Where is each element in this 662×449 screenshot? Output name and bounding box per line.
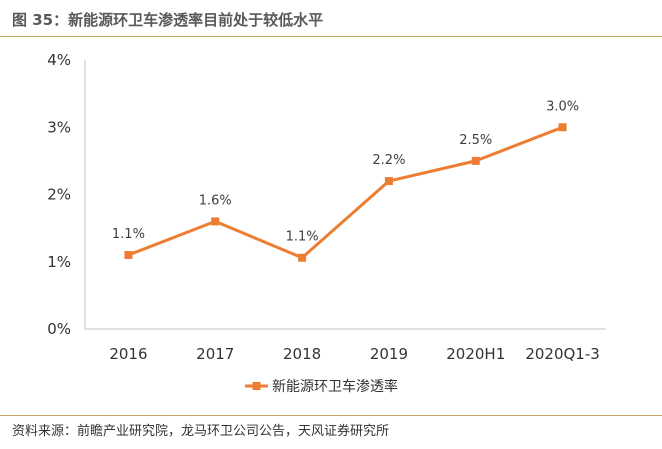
y-tick-label: 4% [47,51,71,69]
data-point-marker [558,123,567,132]
data-label: 2.5% [459,133,492,148]
figure-title: 图 35：新能源环卫车渗透率目前处于较低水平 [12,11,324,29]
data-label: 1.1% [286,230,319,245]
data-label: 1.1% [112,227,145,242]
legend-marker-swatch [252,382,261,390]
data-label: 3.0% [546,99,579,114]
y-tick-label: 2% [47,186,71,204]
y-tick-label: 3% [47,118,71,136]
x-tick-label: 2020Q1-3 [525,345,599,363]
x-tick-label: 2020H1 [446,345,505,363]
y-tick-label: 1% [47,253,71,271]
source-note: 资料来源：前瞻产业研究院，龙马环卫公司公告，天风证券研究所 [12,424,390,439]
x-tick-label: 2016 [109,345,147,363]
legend-label: 新能源环卫车渗透率 [272,378,398,395]
x-tick-label: 2019 [370,345,408,363]
x-tick-label: 2017 [196,345,234,363]
x-tick-labels: 2016 2017 2018 2019 2020H1 2020Q1-3 [109,345,600,363]
y-tick-labels: 0% 1% 2% 3% 4% [47,51,71,338]
data-label: 1.6% [199,193,232,208]
title-divider [0,36,662,37]
x-tick-label: 2018 [283,345,321,363]
legend: 新能源环卫车渗透率 [245,378,398,395]
source-divider [0,415,662,416]
series-markers [124,123,567,262]
series-line [127,125,564,260]
data-point-marker [211,217,220,226]
data-point-marker [471,156,480,165]
data-point-marker [384,177,393,186]
data-label: 2.2% [372,153,405,168]
data-point-marker [124,251,133,260]
data-labels: 1.1% 1.6% 1.1% 2.2% 2.5% 3.0% [112,99,579,244]
data-point-marker [298,253,307,262]
y-tick-label: 0% [47,320,71,338]
